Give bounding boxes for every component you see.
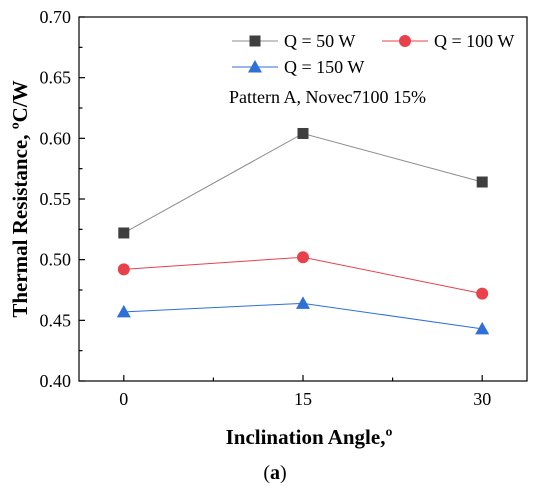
y-tick-label: 0.45 bbox=[40, 310, 72, 330]
y-tick-label: 0.50 bbox=[40, 250, 72, 270]
y-tick-label: 0.55 bbox=[40, 189, 72, 209]
series-line bbox=[123, 132, 483, 234]
legend-item: Q = 100 W bbox=[382, 31, 514, 51]
data-point bbox=[475, 321, 490, 335]
x-axis-title: Inclination Angle,º bbox=[226, 425, 393, 449]
chart-annotation: Pattern A, Novec7100 15% bbox=[229, 87, 426, 107]
y-tick-label: 0.70 bbox=[40, 7, 72, 27]
y-tick-label: 0.65 bbox=[40, 68, 72, 88]
series-2 bbox=[117, 251, 489, 300]
legend-label: Q = 100 W bbox=[434, 31, 514, 51]
legend-label: Q = 50 W bbox=[284, 31, 355, 51]
y-tick-label: 0.60 bbox=[40, 128, 72, 148]
x-axis-ticks: 0 15 30 bbox=[119, 375, 491, 409]
series-layer bbox=[116, 127, 490, 335]
data-point bbox=[297, 127, 309, 139]
data-point bbox=[297, 251, 309, 264]
figure-caption: (a) bbox=[263, 462, 286, 484]
data-point bbox=[117, 263, 130, 276]
series-1 bbox=[118, 127, 488, 239]
x-tick-label: 15 bbox=[294, 389, 312, 409]
legend-label: Q = 150 W bbox=[284, 57, 364, 77]
legend: Q = 50 W Q = 100 W Q = 150 W bbox=[232, 31, 514, 77]
caption-close-paren: ) bbox=[280, 462, 287, 484]
data-point bbox=[296, 296, 310, 309]
y-axis-title: Thermal Resistance, ºC/W bbox=[8, 80, 32, 317]
legend-marker bbox=[399, 35, 411, 47]
data-point bbox=[476, 176, 488, 188]
x-tick-label: 0 bbox=[119, 389, 128, 409]
caption-open-paren: ( bbox=[263, 462, 270, 484]
legend-marker bbox=[249, 35, 261, 47]
data-point bbox=[476, 287, 489, 300]
series-3 bbox=[116, 296, 490, 335]
data-point bbox=[118, 227, 130, 239]
caption-letter: a bbox=[270, 462, 280, 484]
legend-item: Q = 50 W bbox=[232, 31, 355, 51]
legend-marker bbox=[248, 60, 262, 73]
y-tick-label: 0.40 bbox=[40, 371, 72, 391]
data-point bbox=[116, 304, 131, 318]
x-tick-label: 30 bbox=[473, 389, 491, 409]
legend-item: Q = 150 W bbox=[232, 57, 364, 77]
y-axis-ticks: 0.40 0.45 0.50 0.55 0.60 0.65 0.70 bbox=[40, 7, 85, 391]
